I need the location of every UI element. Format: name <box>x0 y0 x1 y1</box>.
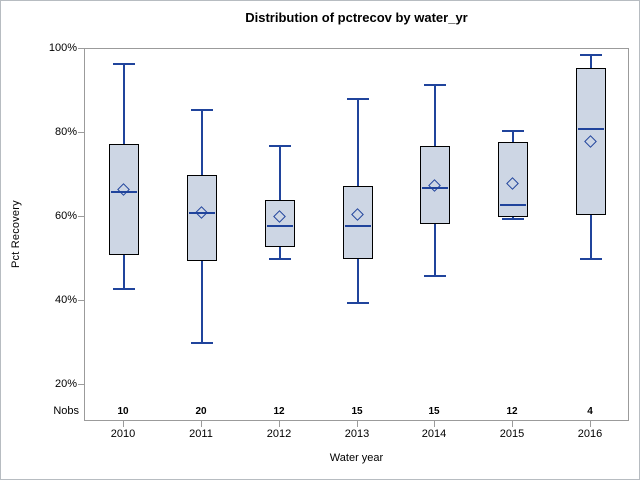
whisker-lower-stem <box>590 215 592 260</box>
median-line <box>267 224 293 227</box>
y-tick-label: 20% <box>54 378 77 391</box>
median-line <box>189 212 215 215</box>
whisker-lower-cap <box>424 275 446 278</box>
category-label: 2011 <box>189 428 213 440</box>
box-iqr <box>576 67 606 216</box>
x-tick-mark <box>201 421 202 427</box>
median-line <box>500 203 526 206</box>
nobs-value: 15 <box>428 406 440 417</box>
y-tick-label: 60% <box>54 210 77 223</box>
plot-wall <box>84 48 629 421</box>
whisker-lower-cap <box>347 302 369 305</box>
whisker-lower-cap <box>580 258 602 261</box>
whisker-lower-stem <box>434 223 436 277</box>
whisker-upper-cap <box>191 108 213 111</box>
whisker-upper-stem <box>512 131 514 142</box>
nobs-value: 20 <box>195 406 207 417</box>
category-label: 2013 <box>344 428 370 440</box>
whisker-upper-stem <box>279 145 281 201</box>
x-tick-mark <box>357 421 358 427</box>
y-tick-mark <box>78 132 84 134</box>
x-axis-label: Water year <box>329 452 384 464</box>
whisker-lower-stem <box>279 246 281 260</box>
box-iqr <box>420 145 450 224</box>
whisker-lower-stem <box>201 261 203 344</box>
y-tick-label: 80% <box>54 126 77 139</box>
x-tick-mark <box>434 421 435 427</box>
whisker-lower-cap <box>269 258 291 261</box>
nobs-value: 10 <box>117 406 129 417</box>
nobs-value: 15 <box>351 406 363 417</box>
whisker-upper-stem <box>434 84 436 146</box>
category-label: 2012 <box>266 428 292 440</box>
whisker-lower-cap <box>113 287 135 290</box>
nobs-value: 4 <box>587 406 593 417</box>
median-line <box>422 186 448 189</box>
box-iqr <box>343 185 373 260</box>
nobs-row-header: Nobs <box>53 405 79 417</box>
x-tick-mark <box>279 421 280 427</box>
x-tick-mark <box>590 421 591 427</box>
y-tick-mark <box>78 300 84 302</box>
whisker-upper-cap <box>269 144 291 147</box>
whisker-upper-cap <box>580 54 602 57</box>
x-tick-mark <box>123 421 124 427</box>
y-tick-label: 40% <box>54 294 77 307</box>
whisker-upper-cap <box>347 98 369 101</box>
whisker-upper-cap <box>424 83 446 86</box>
y-tick-mark <box>78 384 84 386</box>
whisker-upper-cap <box>113 62 135 65</box>
whisker-upper-stem <box>590 55 592 68</box>
median-line <box>345 224 371 227</box>
nobs-value: 12 <box>273 406 285 417</box>
whisker-lower-cap <box>191 342 213 345</box>
whisker-lower-stem <box>123 255 125 289</box>
whisker-lower-stem <box>512 217 514 220</box>
y-tick-mark <box>78 48 84 49</box>
chart-title: Distribution of pctrecov by water_yr <box>245 10 468 25</box>
median-line <box>578 127 604 130</box>
whisker-lower-cap <box>502 218 524 221</box>
box-iqr <box>265 200 295 247</box>
median-line <box>111 191 137 193</box>
category-label: 2014 <box>421 428 447 440</box>
box-iqr <box>187 175 217 262</box>
nobs-value: 12 <box>506 406 518 417</box>
whisker-upper-stem <box>123 63 125 144</box>
whisker-upper-cap <box>502 130 524 133</box>
y-tick-label: 100% <box>48 42 77 54</box>
y-axis-label: Pct Recovery <box>10 200 22 269</box>
box-iqr <box>109 143 139 256</box>
category-label: 2016 <box>577 428 603 440</box>
category-label: 2010 <box>110 428 136 440</box>
whisker-upper-stem <box>357 99 359 186</box>
category-label: 2015 <box>499 428 525 440</box>
y-tick-mark <box>78 216 84 218</box>
whisker-lower-stem <box>357 259 359 304</box>
x-tick-mark <box>512 421 513 427</box>
whisker-upper-stem <box>201 109 203 176</box>
